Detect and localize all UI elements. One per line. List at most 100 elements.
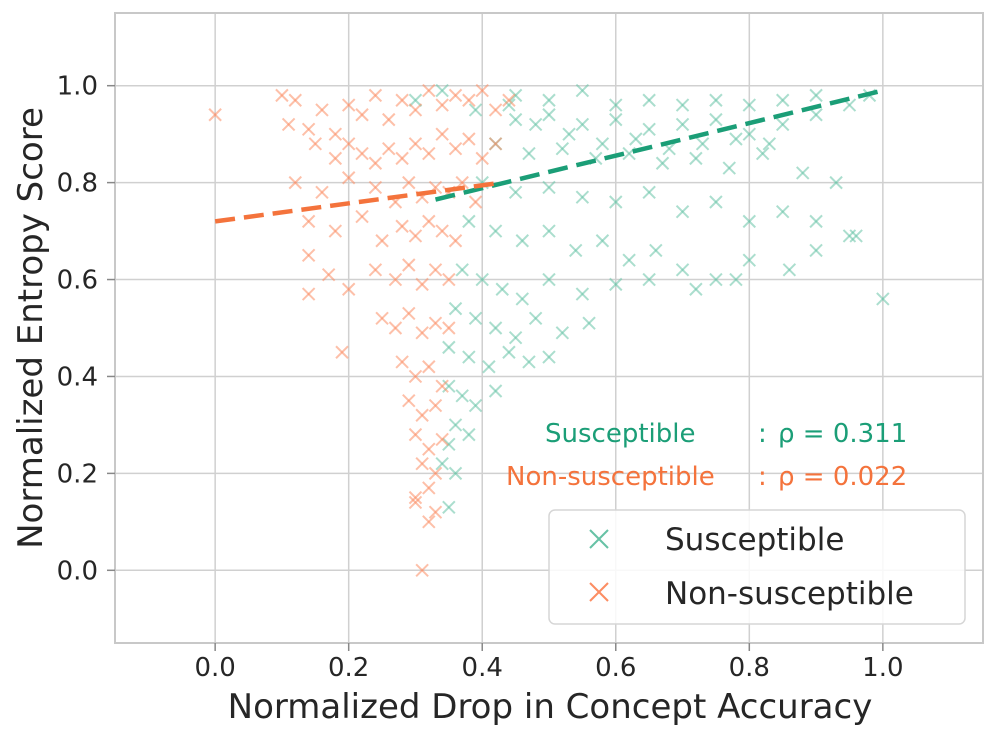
data-point-stroke bbox=[288, 93, 302, 107]
data-point bbox=[642, 185, 656, 200]
data-point bbox=[415, 326, 429, 340]
data-point bbox=[395, 219, 409, 233]
data-point bbox=[488, 103, 503, 117]
data-point-stroke bbox=[382, 141, 396, 156]
data-point bbox=[315, 185, 329, 200]
data-point-stroke bbox=[408, 490, 423, 505]
data-point bbox=[435, 224, 449, 238]
data-point bbox=[709, 93, 723, 107]
legend-label-non-susceptible: Non-susceptible bbox=[665, 576, 914, 612]
y-tick-label: 0.8 bbox=[57, 169, 98, 199]
data-point-stroke bbox=[422, 515, 436, 529]
data-point-stroke bbox=[709, 272, 723, 287]
data-point-stroke bbox=[609, 195, 623, 209]
data-point bbox=[388, 272, 403, 287]
data-point bbox=[595, 137, 610, 151]
data-point bbox=[689, 151, 703, 166]
data-point bbox=[542, 224, 556, 238]
data-point-stroke bbox=[729, 272, 743, 287]
data-point-stroke bbox=[448, 301, 463, 316]
data-point-stroke bbox=[515, 234, 529, 248]
data-point bbox=[428, 316, 443, 330]
data-point-stroke bbox=[842, 98, 857, 112]
data-point-stroke bbox=[442, 272, 456, 287]
data-point-stroke bbox=[435, 379, 449, 393]
data-point bbox=[542, 272, 556, 287]
data-point-stroke bbox=[829, 175, 843, 190]
data-point bbox=[408, 495, 423, 510]
data-point bbox=[515, 292, 529, 306]
data-point-stroke bbox=[775, 117, 790, 132]
data-point bbox=[629, 132, 643, 146]
data-point bbox=[355, 108, 369, 122]
data-point bbox=[442, 272, 456, 287]
scatter-points bbox=[208, 83, 890, 578]
data-point-stroke bbox=[775, 93, 790, 107]
data-point-stroke bbox=[368, 263, 383, 277]
data-point bbox=[809, 214, 823, 229]
x-tick-label: 0.8 bbox=[729, 653, 770, 683]
data-point bbox=[321, 267, 336, 282]
data-point bbox=[422, 442, 436, 456]
data-point bbox=[428, 398, 443, 413]
data-point bbox=[555, 141, 570, 156]
data-point bbox=[408, 490, 423, 505]
data-point-stroke bbox=[582, 316, 596, 330]
y-axis-label: Normalized Entropy Score bbox=[11, 107, 51, 549]
data-point bbox=[775, 93, 790, 107]
data-point bbox=[462, 350, 476, 364]
data-point-stroke bbox=[422, 442, 436, 456]
data-point bbox=[502, 98, 516, 112]
data-point bbox=[709, 195, 723, 209]
data-point-stroke bbox=[415, 456, 429, 471]
data-point-stroke bbox=[755, 146, 770, 161]
data-point-stroke bbox=[482, 360, 496, 374]
data-point bbox=[288, 175, 302, 190]
data-point-stroke bbox=[341, 171, 356, 185]
data-point bbox=[508, 185, 523, 200]
data-point bbox=[415, 456, 429, 471]
y-tick-label: 0.6 bbox=[57, 266, 98, 296]
data-point bbox=[675, 263, 690, 277]
data-point-stroke bbox=[508, 185, 523, 200]
annotation-susceptible-sep: : bbox=[758, 419, 767, 449]
data-point bbox=[609, 277, 623, 292]
data-point-stroke bbox=[448, 88, 463, 103]
data-point bbox=[402, 306, 416, 321]
data-point-stroke bbox=[502, 93, 516, 107]
data-point-stroke bbox=[442, 340, 456, 355]
data-point-stroke bbox=[675, 204, 690, 219]
data-point bbox=[435, 379, 449, 393]
data-point bbox=[528, 117, 543, 132]
data-point bbox=[488, 224, 503, 238]
data-point bbox=[742, 214, 757, 229]
data-point bbox=[829, 175, 843, 190]
data-point-stroke bbox=[662, 141, 676, 156]
legend: Susceptible Non-susceptible bbox=[548, 509, 966, 625]
data-point bbox=[775, 204, 790, 219]
data-point-stroke bbox=[408, 103, 423, 117]
data-point-stroke bbox=[575, 287, 590, 301]
data-point-stroke bbox=[488, 384, 503, 398]
data-point-stroke bbox=[655, 156, 670, 170]
data-point bbox=[281, 117, 296, 132]
data-point bbox=[508, 330, 523, 345]
data-point bbox=[488, 384, 503, 398]
data-point bbox=[408, 93, 423, 107]
data-point bbox=[796, 166, 810, 180]
data-point-stroke bbox=[388, 321, 403, 335]
data-point-stroke bbox=[729, 132, 743, 146]
data-point bbox=[729, 132, 743, 146]
data-point bbox=[395, 151, 409, 166]
data-point bbox=[782, 263, 797, 277]
data-point-stroke bbox=[542, 93, 556, 107]
data-point bbox=[722, 161, 736, 175]
data-point bbox=[709, 112, 723, 127]
data-point-stroke bbox=[488, 224, 503, 238]
data-point bbox=[462, 427, 476, 442]
data-point-stroke bbox=[435, 127, 449, 141]
data-point-stroke bbox=[762, 137, 777, 151]
x-axis-ticks: 0.0 0.2 0.4 0.6 0.8 1.0 bbox=[194, 643, 904, 683]
data-point bbox=[408, 103, 423, 117]
data-point-stroke bbox=[722, 161, 736, 175]
